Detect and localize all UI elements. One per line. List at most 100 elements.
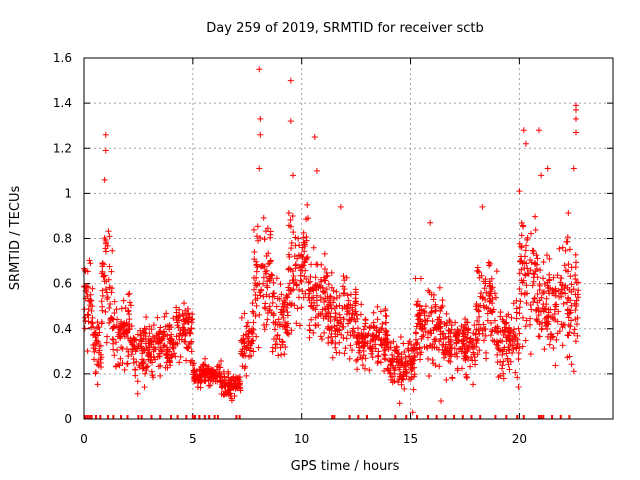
data-point: [288, 240, 295, 247]
data-point: [505, 336, 512, 343]
data-point: [84, 311, 91, 318]
data-point: [202, 355, 209, 362]
data-point: [570, 368, 577, 375]
data-point: [344, 329, 351, 336]
data-point: [86, 257, 93, 264]
data-point: [463, 371, 470, 378]
data-point: [353, 357, 360, 364]
data-point: [117, 355, 124, 362]
data-point: [389, 379, 396, 386]
data-point: [532, 226, 539, 233]
data-point: [340, 316, 347, 323]
data-point: [532, 213, 539, 220]
data-point: [106, 284, 113, 291]
data-point: [376, 329, 383, 336]
data-point: [182, 338, 189, 345]
data-point: [168, 354, 175, 361]
data-point: [328, 284, 335, 291]
data-point: [241, 365, 248, 372]
data-point: [248, 340, 255, 347]
data-point: [243, 372, 250, 379]
data-point: [172, 353, 179, 360]
data-point: [105, 276, 112, 283]
data-point: [189, 311, 196, 318]
data-point: [543, 295, 550, 302]
data-point: [465, 345, 472, 352]
data-point: [148, 337, 155, 344]
data-point: [307, 278, 314, 285]
data-point: [481, 304, 488, 311]
data-point: [553, 336, 560, 343]
data-point: [407, 357, 414, 364]
data-point: [245, 338, 252, 345]
data-point: [158, 348, 165, 355]
data-point: [436, 320, 443, 327]
data-point: [328, 269, 335, 276]
data-point: [285, 291, 292, 298]
data-point: [401, 362, 408, 369]
data-point: [527, 267, 534, 274]
data-point: [523, 242, 530, 249]
data-point: [183, 357, 190, 364]
data-point: [359, 362, 366, 369]
data-point: [506, 366, 513, 373]
data-point: [474, 335, 481, 342]
data-point: [313, 167, 320, 174]
data-point: [574, 332, 581, 339]
data-point: [207, 382, 214, 389]
data-point: [571, 326, 578, 333]
data-point: [257, 263, 264, 270]
data-point: [103, 289, 110, 296]
data-point: [349, 347, 356, 354]
data-point: [510, 300, 517, 307]
data-point: [348, 314, 355, 321]
y-tick-label: 0.6: [53, 277, 72, 291]
data-point: [250, 348, 257, 355]
data-point: [396, 366, 403, 373]
data-point: [298, 278, 305, 285]
data-point: [221, 373, 228, 380]
data-point: [506, 347, 513, 354]
data-point: [441, 354, 448, 361]
data-point: [344, 292, 351, 299]
data-point: [167, 362, 174, 369]
data-point: [124, 360, 131, 367]
data-point: [151, 335, 158, 342]
data-point: [354, 315, 361, 322]
data-point: [239, 346, 246, 353]
data-point: [528, 230, 535, 237]
data-point: [111, 298, 118, 305]
data-point: [464, 374, 471, 381]
data-point: [236, 380, 243, 387]
data-point: [253, 274, 260, 281]
data-point: [401, 348, 408, 355]
data-point: [415, 312, 422, 319]
data-point: [366, 325, 373, 332]
data-point: [322, 289, 329, 296]
data-point: [534, 274, 541, 281]
data-point: [505, 328, 512, 335]
data-point: [190, 371, 197, 378]
data-point: [568, 317, 575, 324]
data-point: [531, 271, 538, 278]
data-point: [523, 317, 530, 324]
data-point: [566, 329, 573, 336]
data-point: [352, 286, 359, 293]
data-point: [558, 286, 565, 293]
data-point: [438, 304, 445, 311]
data-point: [454, 367, 461, 374]
data-point: [292, 242, 299, 249]
data-point: [574, 314, 581, 321]
data-point: [242, 363, 249, 370]
data-point: [110, 324, 117, 331]
data-point: [334, 322, 341, 329]
data-point: [95, 324, 102, 331]
data-point: [427, 219, 434, 226]
data-point: [253, 233, 260, 240]
data-point: [331, 316, 338, 323]
data-point: [264, 316, 271, 323]
data-point: [118, 344, 125, 351]
x-tick-label: 10: [294, 432, 309, 446]
data-point: [217, 364, 224, 371]
data-point: [194, 384, 201, 391]
